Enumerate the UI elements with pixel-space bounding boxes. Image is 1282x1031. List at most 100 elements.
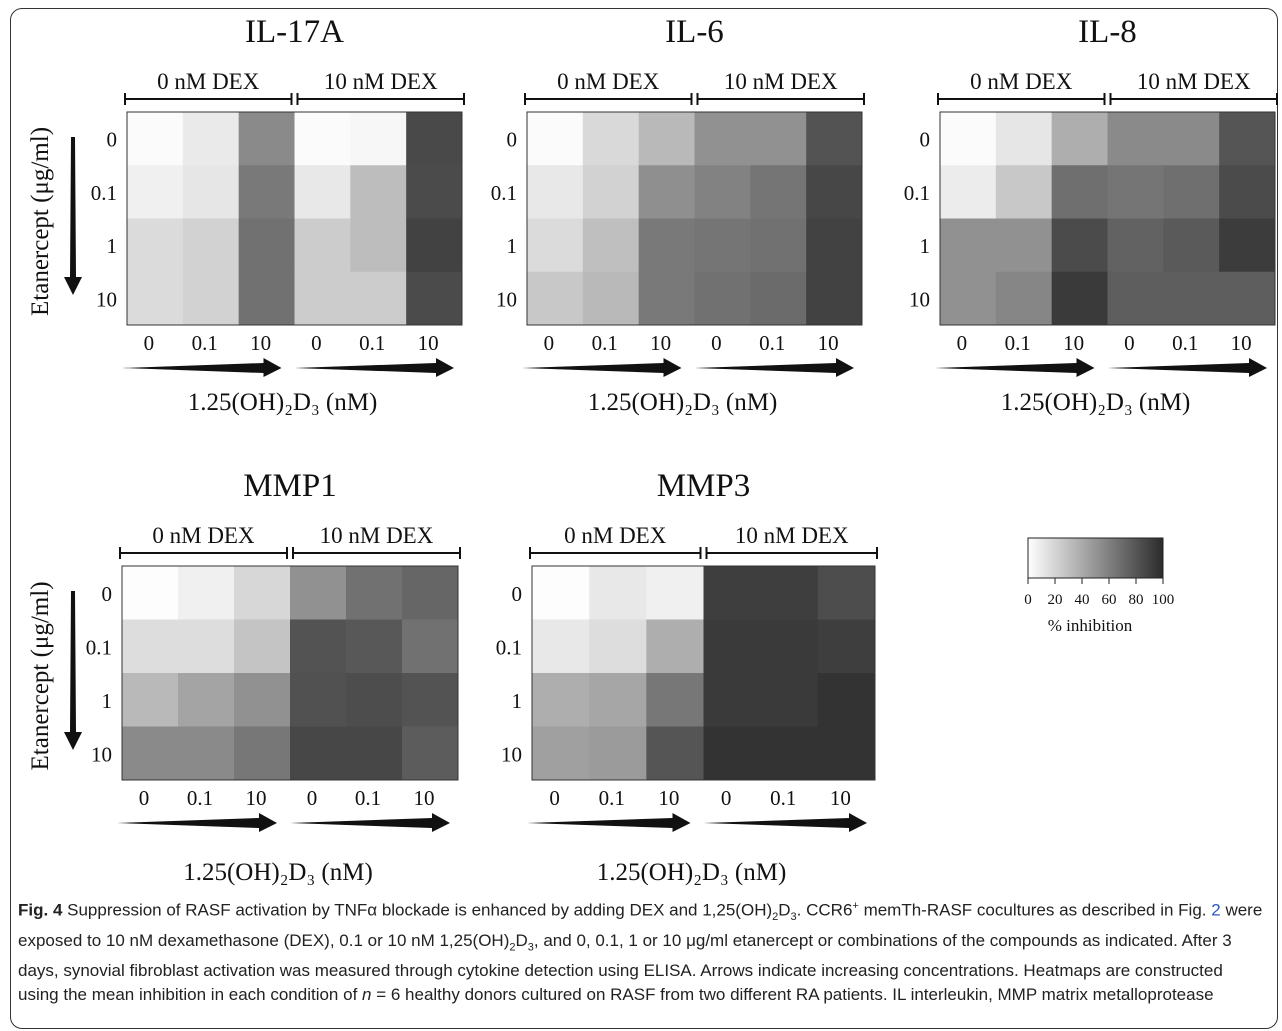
panel-title: MMP1	[243, 468, 337, 504]
heatmap-cell	[234, 619, 291, 674]
heatmap-cell	[178, 619, 235, 674]
heatmap-cell	[582, 112, 640, 166]
caption-text: D	[778, 900, 791, 920]
x-tick-label: 10	[1231, 331, 1252, 355]
heatmap-cell	[127, 218, 184, 273]
heatmap-border	[121, 565, 459, 781]
heatmap-cell	[350, 165, 407, 219]
heatmap-cell	[350, 271, 407, 326]
heatmap-cell	[290, 726, 347, 781]
heatmap-panel-il-17a: IL-17A 0 nM DEX 10 nM DEX 0 0.1 1 10 0 0.1 10 0 0.1…	[27, 14, 465, 416]
x-tick-label: 10	[246, 786, 267, 810]
colorbar-tick-label: 20	[1048, 592, 1063, 608]
caption-sub: 3	[527, 941, 534, 954]
x-tick-label: 10	[418, 331, 439, 355]
increasing-concentration-arrow	[64, 137, 82, 295]
heatmap-cell	[760, 566, 819, 620]
heatmap-panel-il-8: IL-80 nM DEX 10 nM DEX 0 0.1 1 10 0 0.1 10 0 0.1 10…	[904, 14, 1278, 416]
heatmap-cell	[694, 218, 751, 273]
heatmap-cell	[760, 619, 819, 674]
x-tick-label: 0.1	[770, 786, 796, 810]
y-tick-label: 0	[107, 128, 118, 152]
x-axis-label: 1.25(OH)₂D₃ (nM)	[183, 859, 373, 886]
heatmap-cell	[178, 673, 235, 727]
heatmap-cell	[1051, 271, 1108, 326]
x-axis-label: 1.25(OH)₂D₃ (nM)	[597, 859, 787, 886]
heatmap-cell	[290, 566, 347, 620]
heatmap-border	[531, 565, 876, 781]
caption-sub: 3	[790, 911, 797, 924]
heatmap-cell	[1163, 218, 1220, 273]
x-tick-label: 0.1	[192, 331, 218, 355]
heatmap-cell	[817, 619, 876, 674]
heatmap-cell	[234, 726, 291, 781]
y-tick-label: 0.1	[496, 635, 522, 659]
y-tick-label: 10	[96, 287, 117, 311]
group-label: 10 nM DEX	[324, 69, 438, 94]
caption-sub: 2	[772, 911, 779, 924]
heatmap-border	[126, 111, 463, 326]
heatmap-cell	[182, 218, 240, 273]
heatmap-cell	[995, 218, 1053, 273]
heatmap-cell	[806, 112, 863, 166]
group-label: 10 nM DEX	[320, 523, 434, 548]
heatmap-cell	[294, 218, 351, 273]
x-axis-label: 1.25(OH)₂D₃ (nM)	[188, 389, 378, 416]
heatmap-cell	[940, 271, 997, 326]
heatmap-cell	[817, 726, 876, 781]
y-tick-label: 1	[512, 689, 523, 713]
x-tick-label: 10	[830, 786, 851, 810]
heatmap-cell	[646, 619, 704, 674]
x-tick-label: 10	[658, 786, 679, 810]
heatmap-cell	[760, 673, 819, 727]
heatmap-panel-il-6: IL-60 nM DEX 10 nM DEX 0 0.1 1 10 0 0.1 10 0 0.1 10…	[491, 14, 865, 416]
heatmap-cell	[182, 112, 240, 166]
heatmap-cell	[122, 726, 179, 781]
caption-text: memTh-RASF cocultures as described in Fi…	[858, 900, 1212, 920]
caption-figure-link[interactable]: 2	[1211, 900, 1221, 920]
heatmap-cell	[532, 566, 590, 620]
heatmap-cell	[234, 673, 291, 727]
heatmap-cell	[234, 566, 291, 620]
heatmap-cell	[122, 673, 179, 727]
caption-sup: +	[852, 900, 859, 912]
x-tick-label: 0	[139, 786, 150, 810]
heatmap-cell	[527, 165, 584, 219]
y-axis-label: Etanercept (μg/ml)	[27, 581, 54, 770]
increasing-concentration-arrow	[703, 813, 867, 832]
x-tick-label: 0	[544, 331, 555, 355]
heatmap-cell	[646, 726, 704, 781]
group-label: 0 nM DEX	[557, 69, 660, 94]
caption-text: . CCR6	[796, 900, 853, 920]
heatmap-cell	[703, 726, 762, 781]
heatmap-cell	[806, 165, 863, 219]
heatmap-cell	[582, 165, 640, 219]
heatmap-cell	[582, 218, 640, 273]
x-tick-label: 0	[1124, 331, 1135, 355]
heatmap-cell	[122, 619, 179, 674]
x-tick-label: 0	[549, 786, 560, 810]
colorbar-tick-label: 40	[1075, 592, 1090, 608]
heatmap-cell	[406, 165, 463, 219]
heatmap-cell	[750, 271, 807, 326]
caption-text: n	[362, 985, 372, 1005]
y-tick-label: 1	[507, 234, 518, 258]
group-label: 0 nM DEX	[564, 523, 667, 548]
figure-caption: Fig. 4 Suppression of RASF activation by…	[18, 894, 1268, 1007]
heatmap-cell	[1051, 218, 1108, 273]
heatmap-cell	[178, 566, 235, 620]
panel-title: MMP3	[657, 468, 751, 504]
heatmap-cell	[589, 619, 647, 674]
colorbar-tick-label: 80	[1129, 592, 1144, 608]
heatmap-cell	[817, 566, 876, 620]
caption-label: Fig. 4	[18, 900, 63, 920]
x-tick-label: 0.1	[599, 786, 625, 810]
heatmap-cell	[350, 112, 407, 166]
x-tick-label: 0.1	[1005, 331, 1031, 355]
heatmap-cell	[638, 218, 695, 273]
increasing-concentration-arrow	[1107, 358, 1267, 377]
y-axis-label: Etanercept (μg/ml)	[27, 127, 54, 316]
heatmap-cell	[589, 726, 647, 781]
y-tick-label: 0	[102, 582, 113, 606]
x-tick-label: 0	[957, 331, 968, 355]
